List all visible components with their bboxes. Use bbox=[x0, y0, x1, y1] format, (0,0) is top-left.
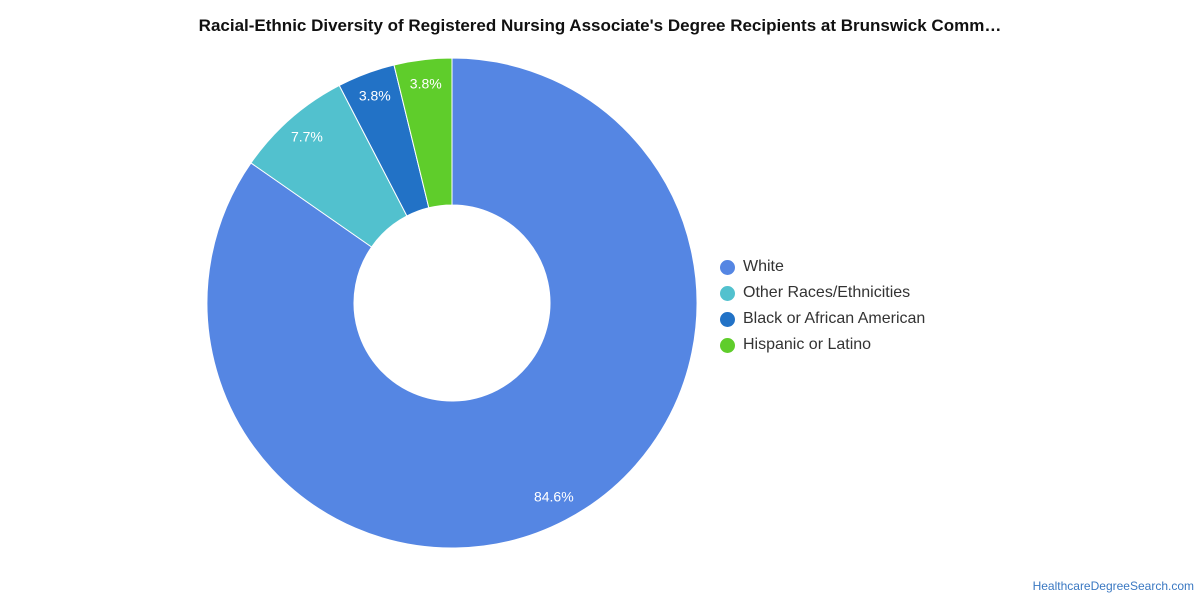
chart-legend: White Other Races/Ethnicities Black or A… bbox=[720, 254, 925, 358]
legend-swatch-white bbox=[720, 259, 735, 275]
slice-label-black-or-african-american: 3.8% bbox=[359, 88, 391, 104]
legend-swatch-other-races bbox=[720, 285, 735, 301]
donut-slices bbox=[206, 57, 698, 549]
donut-slice-white[interactable] bbox=[206, 57, 698, 549]
legend-label-hispanic: Hispanic or Latino bbox=[743, 336, 872, 353]
legend-label-black: Black or African American bbox=[743, 310, 926, 327]
legend-swatch-black bbox=[720, 311, 735, 327]
source-watermark[interactable]: HealthcareDegreeSearch.com bbox=[1032, 579, 1194, 593]
legend-label-other-races: Other Races/Ethnicities bbox=[743, 284, 911, 301]
slice-label-other-races-ethnicities: 7.7% bbox=[291, 128, 323, 144]
legend-swatch-hispanic bbox=[720, 337, 735, 353]
legend-label-white: White bbox=[743, 258, 784, 275]
legend-item-white[interactable]: White bbox=[720, 254, 925, 280]
legend-item-black[interactable]: Black or African American bbox=[720, 306, 925, 332]
slice-label-hispanic-or-latino: 3.8% bbox=[410, 75, 442, 91]
legend-item-other-races[interactable]: Other Races/Ethnicities bbox=[720, 280, 925, 306]
donut-slice-labels: 84.6% 7.7% 3.8% 3.8% bbox=[291, 75, 574, 504]
donut-slice-hispanic-or-latino[interactable] bbox=[393, 57, 453, 209]
legend-item-hispanic[interactable]: Hispanic or Latino bbox=[720, 332, 925, 358]
slice-label-white: 84.6% bbox=[534, 489, 574, 505]
chart-title: Racial-Ethnic Diversity of Registered Nu… bbox=[198, 16, 1002, 35]
